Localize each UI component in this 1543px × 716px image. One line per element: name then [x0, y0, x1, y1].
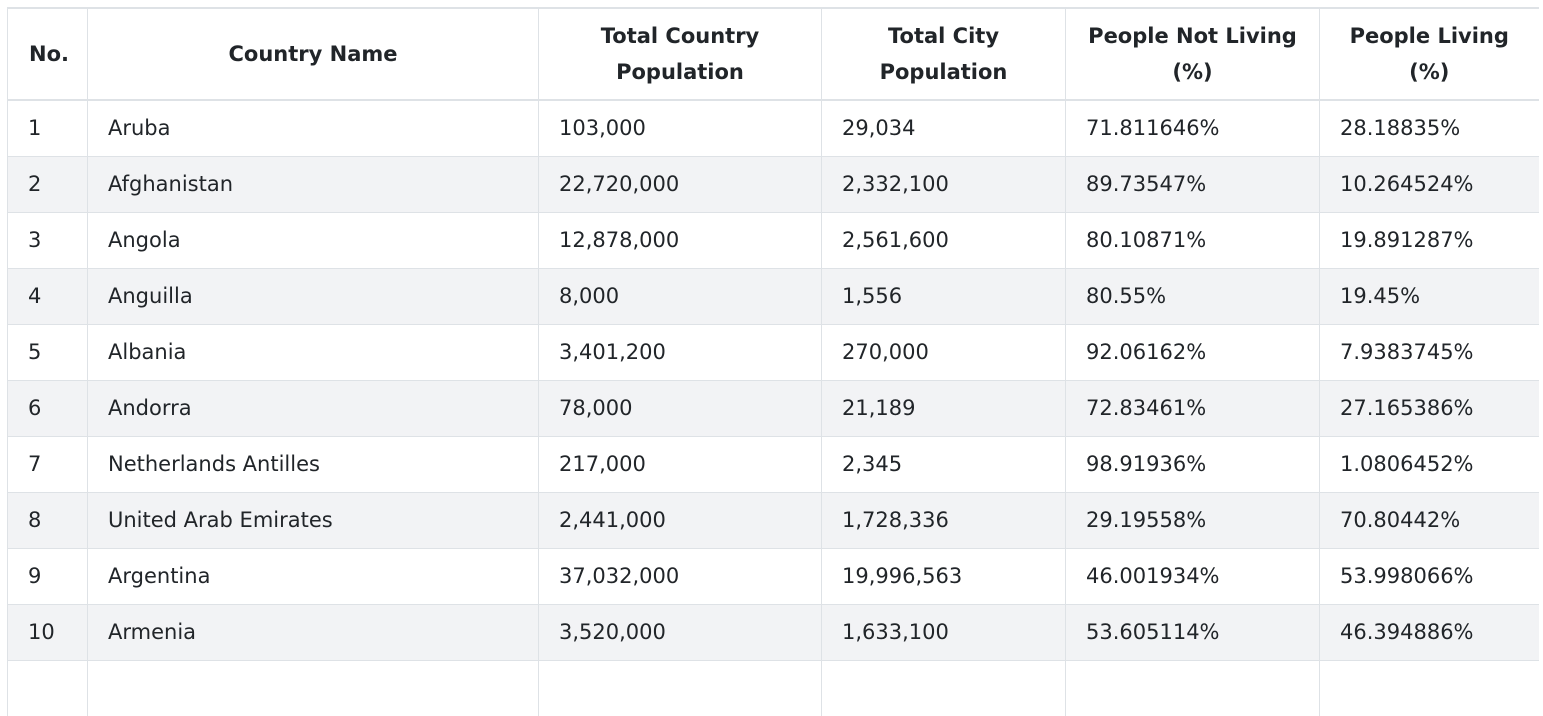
table-row [7, 659, 1539, 716]
cell-total-city-population: 19,996,563 [821, 547, 1066, 605]
header-row: No. Country Name Total Country Populatio… [7, 7, 1539, 101]
cell-country-name: Argentina [87, 547, 539, 605]
header-no-label: No. [29, 42, 69, 66]
cell-no: 3 [7, 211, 88, 269]
population-table-container: No. Country Name Total Country Populatio… [7, 7, 1539, 716]
table-row: 6 Andorra 78,000 21,189 72.83461% 27.165386% [7, 379, 1539, 437]
cell-no: 2 [7, 155, 88, 213]
cell-total-country-population: 12,878,000 [538, 211, 822, 269]
cell-no: 4 [7, 267, 88, 325]
cell-people-living: 53.998066% [1319, 547, 1539, 605]
cell-total-country-population: 2,441,000 [538, 491, 822, 549]
header-total-country-population-line2: Population [616, 60, 744, 84]
table-body: 1 Aruba 103,000 29,034 71.811646% 28.18835% 2 A… [7, 99, 1539, 716]
cell-total-city-population [821, 659, 1066, 716]
header-people-not-living-line1: People Not Living [1088, 24, 1297, 48]
cell-total-city-population: 1,728,336 [821, 491, 1066, 549]
cell-country-name: Afghanistan [87, 155, 539, 213]
cell-total-country-population [538, 659, 822, 716]
table-header: No. Country Name Total Country Populatio… [7, 7, 1539, 101]
table-row: 10 Armenia 3,520,000 1,633,100 53.605114% 46.… [7, 603, 1539, 661]
cell-people-not-living: 89.73547% [1065, 155, 1320, 213]
cell-no: 5 [7, 323, 88, 381]
cell-people-living: 70.80442% [1319, 491, 1539, 549]
cell-total-country-population: 3,520,000 [538, 603, 822, 661]
cell-total-country-population: 78,000 [538, 379, 822, 437]
cell-total-country-population: 8,000 [538, 267, 822, 325]
header-people-living[interactable]: People Living (%) [1319, 7, 1539, 101]
cell-people-living: 19.891287% [1319, 211, 1539, 269]
cell-no: 9 [7, 547, 88, 605]
cell-total-country-population: 37,032,000 [538, 547, 822, 605]
cell-no: 8 [7, 491, 88, 549]
header-country-name[interactable]: Country Name [87, 7, 539, 101]
cell-people-not-living: 80.55% [1065, 267, 1320, 325]
cell-people-not-living: 92.06162% [1065, 323, 1320, 381]
header-people-living-line2: (%) [1409, 60, 1450, 84]
cell-country-name: Albania [87, 323, 539, 381]
cell-people-living: 19.45% [1319, 267, 1539, 325]
cell-country-name: Aruba [87, 99, 539, 157]
cell-people-not-living: 29.19558% [1065, 491, 1320, 549]
cell-no: 10 [7, 603, 88, 661]
header-total-city-population-line1: Total City [887, 24, 1000, 48]
cell-people-not-living [1065, 659, 1320, 716]
cell-people-not-living: 71.811646% [1065, 99, 1320, 157]
cell-no: 1 [7, 99, 88, 157]
cell-total-country-population: 22,720,000 [538, 155, 822, 213]
cell-total-country-population: 3,401,200 [538, 323, 822, 381]
header-total-city-population[interactable]: Total City Population [821, 7, 1066, 101]
cell-people-not-living: 46.001934% [1065, 547, 1320, 605]
cell-total-city-population: 2,561,600 [821, 211, 1066, 269]
cell-total-city-population: 21,189 [821, 379, 1066, 437]
header-total-country-population-line1: Total Country [600, 24, 760, 48]
cell-people-living: 46.394886% [1319, 603, 1539, 661]
cell-people-not-living: 98.91936% [1065, 435, 1320, 493]
table-row: 3 Angola 12,878,000 2,561,600 80.10871% 19.89… [7, 211, 1539, 269]
table-row: 2 Afghanistan 22,720,000 2,332,100 89.73547%… [7, 155, 1539, 213]
header-no[interactable]: No. [7, 7, 88, 101]
cell-people-living: 1.0806452% [1319, 435, 1539, 493]
cell-country-name: Anguilla [87, 267, 539, 325]
cell-people-living: 7.9383745% [1319, 323, 1539, 381]
cell-no: 7 [7, 435, 88, 493]
cell-people-living: 10.264524% [1319, 155, 1539, 213]
table-row: 8 United Arab Emirates 2,441,000 1,728,336 2… [7, 491, 1539, 549]
population-table: No. Country Name Total Country Populatio… [7, 7, 1539, 716]
cell-people-not-living: 53.605114% [1065, 603, 1320, 661]
cell-country-name: United Arab Emirates [87, 491, 539, 549]
cell-total-country-population: 217,000 [538, 435, 822, 493]
cell-no [7, 659, 88, 716]
cell-total-city-population: 1,556 [821, 267, 1066, 325]
cell-country-name [87, 659, 539, 716]
cell-country-name: Andorra [87, 379, 539, 437]
cell-country-name: Netherlands Antilles [87, 435, 539, 493]
cell-no: 6 [7, 379, 88, 437]
table-row: 9 Argentina 37,032,000 19,996,563 46.001934%… [7, 547, 1539, 605]
cell-total-city-population: 2,332,100 [821, 155, 1066, 213]
table-row: 4 Anguilla 8,000 1,556 80.55% 19.45% [7, 267, 1539, 325]
cell-total-city-population: 1,633,100 [821, 603, 1066, 661]
table-row: 5 Albania 3,401,200 270,000 92.06162% 7.93837… [7, 323, 1539, 381]
header-total-city-population-line2: Population [879, 60, 1008, 84]
table-row: 7 Netherlands Antilles 217,000 2,345 98.9193… [7, 435, 1539, 493]
cell-total-city-population: 2,345 [821, 435, 1066, 493]
header-people-not-living-line2: (%) [1172, 60, 1213, 84]
cell-people-not-living: 72.83461% [1065, 379, 1320, 437]
header-country-name-label: Country Name [228, 42, 398, 66]
cell-country-name: Angola [87, 211, 539, 269]
cell-people-living: 28.18835% [1319, 99, 1539, 157]
header-total-country-population[interactable]: Total Country Population [538, 7, 822, 101]
cell-country-name: Armenia [87, 603, 539, 661]
cell-people-living: 27.165386% [1319, 379, 1539, 437]
cell-total-country-population: 103,000 [538, 99, 822, 157]
header-people-living-line1: People Living [1349, 24, 1509, 48]
header-people-not-living[interactable]: People Not Living (%) [1065, 7, 1320, 101]
cell-total-city-population: 270,000 [821, 323, 1066, 381]
cell-total-city-population: 29,034 [821, 99, 1066, 157]
cell-people-not-living: 80.10871% [1065, 211, 1320, 269]
table-row: 1 Aruba 103,000 29,034 71.811646% 28.18835% [7, 99, 1539, 157]
cell-people-living [1319, 659, 1539, 716]
